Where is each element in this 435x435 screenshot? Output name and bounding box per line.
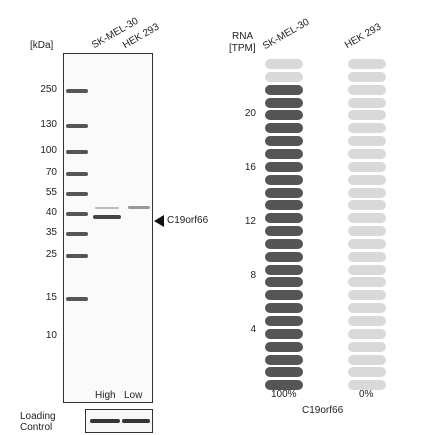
marker-10: 10 [45,330,57,341]
rna-level-pill [348,110,386,121]
rna-header-line2: [TPM] [229,43,256,54]
ladder-band [66,212,88,216]
marker-250: 250 [40,84,57,95]
rna-level-pill [265,251,303,262]
rna-level-pill [265,277,303,288]
western-blot-image [63,53,153,403]
rna-level-pill [348,226,386,237]
marker-55: 55 [45,187,57,198]
rna-level-pill [348,277,386,288]
rna-level-pill [265,316,303,326]
rna-level-pill [348,200,386,211]
marker-100: 100 [40,145,57,156]
rna-level-pill [265,303,303,314]
rna-level-pill [265,264,303,275]
marker-35: 35 [45,227,57,238]
rna-axis-tick-16: 16 [244,162,256,173]
rna-level-pill [348,174,386,185]
marker-130: 130 [40,119,57,130]
rna-level-pill [265,238,303,249]
loading-band [122,419,150,423]
rna-level-pill [348,264,386,275]
rna-axis-tick-20: 20 [244,108,256,119]
rna-level-pill [348,71,386,82]
rna-level-pill [265,226,303,237]
loading-control-label-line2: Control [20,422,53,433]
rna-level-pill [348,251,386,262]
rna-level-pill [348,354,386,365]
rna-level-pill [265,123,303,134]
marker-25: 25 [45,249,57,260]
rna-level-pill [348,84,386,95]
sample-band-hek-293 [128,206,150,209]
marker-40: 40 [45,207,57,218]
rna-level-pill [265,290,303,301]
rna-header-line1: RNA [232,31,254,42]
rna-level-pill [265,174,303,185]
rna-level-pill [348,341,386,352]
loading-control-blot [85,409,153,433]
rna-axis-tick-4: 4 [250,324,256,335]
rna-level-pill [348,290,386,301]
lane-bottom-label-low: Low [124,390,143,401]
rna-level-pill [348,136,386,147]
ladder-band [66,192,88,196]
rna-gene-label: C19orf66 [302,405,344,416]
rna-level-pill [348,161,386,172]
rna-level-pill [348,148,386,159]
rna-level-pill [348,316,386,326]
rna-axis-tick-8: 8 [250,270,256,281]
rna-level-pill [265,380,303,391]
marker-70: 70 [45,167,57,178]
ladder-band [66,297,88,301]
rna-level-pill [348,303,386,314]
ladder-band [66,89,88,93]
rna-level-pill [265,354,303,365]
rna-axis-tick-12: 12 [244,216,256,227]
kda-unit-label: [kDa] [30,40,54,51]
rna-percent-sk-mel-30: 100% [271,389,297,400]
rna-level-pill [265,148,303,159]
rna-level-pill [265,71,303,82]
rna-level-pill [348,367,386,378]
ladder-band [66,150,88,154]
rna-level-pill [348,187,386,198]
rna-level-pill [265,367,303,378]
rna-level-pill [265,187,303,198]
loading-control-label-line1: Loading [20,411,56,422]
rna-level-pill [348,213,386,224]
target-protein-label: C19orf66 [167,215,209,226]
rna-level-pill [348,123,386,134]
marker-15: 15 [45,292,57,303]
rna-level-pill [265,200,303,211]
rna-level-pill [265,110,303,121]
rna-level-pill [265,84,303,95]
rna-level-pill [265,341,303,352]
rna-level-pill [348,97,386,108]
rna-column-label-hek-293: HEK 293 [343,21,384,52]
rna-level-pill [348,238,386,249]
rna-level-pill [265,161,303,172]
loading-band [90,419,120,423]
ladder-band [66,172,88,176]
rna-column-label-sk-mel-30: SK-MEL-30 [261,16,312,53]
rna-level-pill [265,136,303,147]
rna-percent-hek-293: 0% [359,389,374,400]
ladder-band [66,254,88,258]
rna-level-pill [265,59,303,69]
rna-level-pill [348,328,386,339]
rna-level-pill [348,380,386,391]
rna-level-pill [265,328,303,339]
sample-band-faint-sk-mel-30 [95,207,119,209]
ladder-band [66,232,88,236]
rna-level-pill [265,97,303,108]
target-arrow-icon [154,215,164,227]
rna-level-pill [265,213,303,224]
rna-level-pill [348,59,386,69]
lane-bottom-label-high: High [95,390,116,401]
sample-band-sk-mel-30 [93,215,121,219]
ladder-band [66,124,88,128]
